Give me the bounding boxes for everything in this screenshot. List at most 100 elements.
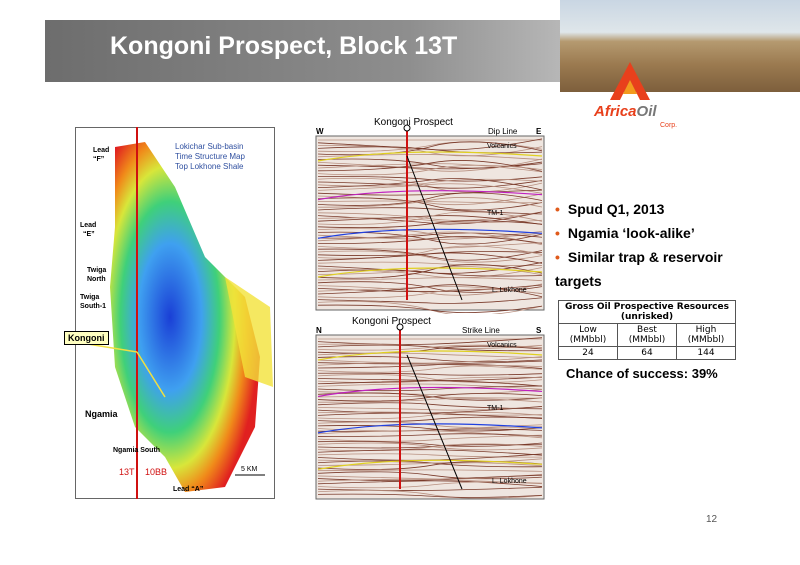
table-header: Best (MMbbl): [617, 323, 677, 347]
well-symbol: [396, 323, 404, 331]
block-label: 10BB: [145, 467, 167, 477]
horizon: [317, 459, 543, 470]
reflector: [317, 269, 543, 277]
reflector: [317, 231, 543, 240]
reflector: [317, 252, 543, 264]
bullet: • Ngamia ‘look-alike’: [555, 225, 695, 241]
section-end: W: [316, 127, 324, 136]
reflector: [317, 250, 543, 263]
reflector: [317, 344, 543, 351]
reflector: [317, 231, 543, 246]
horizon: [317, 386, 543, 398]
horizon: [317, 190, 543, 201]
reflector: [317, 261, 543, 266]
horizon: [317, 228, 543, 239]
fault: [406, 354, 463, 490]
reflector: [317, 481, 543, 489]
map-surface: [110, 142, 260, 492]
reflector: [317, 380, 543, 387]
map-label: South-1: [80, 303, 106, 310]
reflector: [317, 441, 543, 447]
well-symbol: [403, 124, 411, 132]
reflector: [317, 352, 543, 358]
horizon: [317, 151, 543, 162]
horizon-label: L. Lokhone: [492, 287, 527, 294]
table-cell: 24: [558, 346, 618, 360]
reflector: [317, 489, 543, 499]
reflector: [317, 473, 543, 480]
reflector: [317, 207, 543, 215]
map-label: Lead “A”: [173, 486, 203, 493]
map-legend: Time Structure Map: [175, 152, 245, 161]
bullet: • Spud Q1, 2013: [555, 201, 665, 217]
reflector: [317, 421, 543, 429]
section-name: Strike Line: [462, 326, 500, 335]
logo-mark: [610, 62, 650, 100]
reflector: [317, 449, 543, 456]
map-surface: [225, 277, 273, 387]
reflector: [317, 164, 543, 176]
fault: [406, 155, 463, 301]
reflector: [317, 337, 543, 345]
reflector: [317, 163, 543, 173]
reflector: [317, 236, 543, 245]
reflector: [317, 180, 543, 189]
reflector: [317, 277, 543, 282]
reflector: [317, 433, 543, 437]
horizon-label: TM-1: [487, 405, 503, 412]
reflector: [317, 372, 543, 376]
section-name: Dip Line: [488, 127, 518, 136]
block-label: 13T: [119, 467, 135, 477]
reflector: [317, 220, 543, 228]
reflector: [317, 264, 543, 279]
reflector: [317, 242, 543, 250]
reflector: [317, 486, 543, 491]
reflector: [317, 211, 543, 225]
reflector: [317, 141, 543, 156]
reflector: [317, 304, 543, 313]
reflector: [317, 356, 543, 363]
table-cell: 64: [617, 346, 677, 360]
reflector: [317, 211, 543, 221]
title-bar: [45, 20, 565, 82]
reflector: [317, 178, 543, 191]
reflector: [317, 471, 543, 480]
map-label: Ngamia South: [113, 447, 160, 454]
section-end: S: [536, 326, 542, 335]
section-title: Kongoni Prospect: [374, 117, 453, 128]
section-end: E: [536, 127, 542, 136]
logo: AfricaOil Corp.: [593, 62, 677, 129]
reflector: [317, 283, 543, 296]
horizon-label: Volcanics: [487, 342, 517, 349]
map-label: Twiga: [80, 294, 99, 301]
horizon: [317, 267, 543, 278]
reflector: [317, 160, 543, 172]
reflector: [317, 469, 543, 472]
page-number: 12: [706, 514, 718, 525]
resource-table: Gross Oil Prospective Resources (unriske…: [558, 300, 736, 360]
reflector: [317, 200, 543, 204]
header-photo: [560, 0, 800, 92]
reflector: [317, 297, 543, 304]
map-label: “E”: [83, 231, 95, 238]
map-legend: Top Lokhone Shale: [175, 162, 244, 171]
logo-mark: [623, 80, 637, 94]
horizon-label: Volcanics: [487, 143, 517, 150]
reflector: [317, 356, 543, 364]
reflector: [317, 248, 543, 261]
horizon: [317, 423, 543, 434]
section-title: Kongoni Prospect: [352, 316, 431, 327]
chance-of-success: Chance of success: 39%: [566, 366, 718, 381]
reflector: [317, 183, 543, 194]
reflector: [317, 365, 543, 373]
table-header: High (MMbbl): [676, 323, 736, 347]
bullet-list: • Spud Q1, 2013 • Ngamia ‘look-alike’ • Sim…: [555, 197, 745, 293]
reflector: [317, 406, 543, 411]
map-label: Lead: [93, 147, 109, 154]
logo-text: AfricaOil: [593, 103, 657, 120]
horizon-label: TM-1: [487, 210, 503, 217]
seismic-dip: Kongoni Prospect W Dip Line E Volcanics TM-1 L…: [315, 117, 545, 314]
reflector: [317, 392, 543, 402]
reflector: [317, 402, 543, 410]
